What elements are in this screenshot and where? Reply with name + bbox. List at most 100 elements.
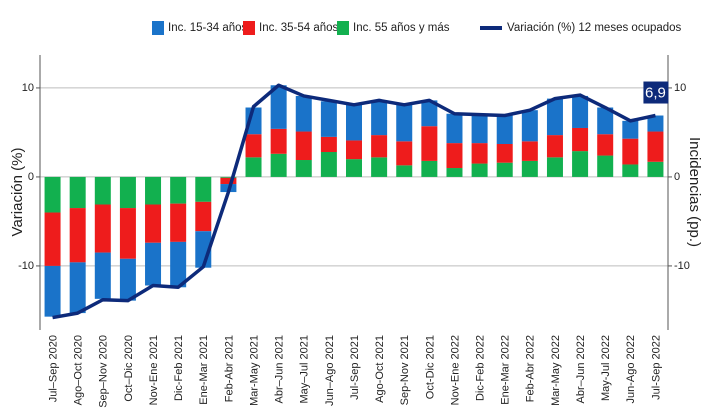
- bar-segment: [421, 100, 438, 127]
- x-tick-label: Abr–Jun 2022: [575, 335, 587, 404]
- bar-segment: [546, 98, 563, 136]
- bar-segment: [145, 204, 162, 243]
- bar-segment: [471, 163, 488, 177]
- x-tick-label: Ago-Oct 2021: [374, 335, 386, 403]
- bar-segment: [496, 115, 513, 144]
- y-tick-label: 0: [28, 171, 34, 183]
- x-tick-label: Nov-Ene 2022: [449, 335, 461, 405]
- bar-segment: [396, 104, 413, 142]
- bar-segment: [521, 160, 538, 177]
- y2-tick-label: 10: [674, 82, 686, 94]
- bar-segment: [622, 164, 639, 177]
- bar-segment: [597, 107, 614, 135]
- bar-segment: [496, 143, 513, 163]
- bar-segment: [521, 141, 538, 161]
- bar-segment: [647, 161, 664, 177]
- bar-segment: [320, 101, 337, 137]
- x-tick-label: Ene-Mar 2022: [500, 335, 512, 405]
- x-tick-label: Sep-Nov 2021: [399, 335, 411, 405]
- bar-segment: [446, 143, 463, 169]
- bar-segment: [546, 135, 563, 158]
- bar-segment: [371, 157, 388, 177]
- bar-segment: [119, 208, 136, 259]
- x-tick-label: May-Jul 2022: [600, 335, 612, 401]
- bar-segment: [446, 168, 463, 177]
- bar-segment: [471, 114, 488, 144]
- bar-segment: [496, 162, 513, 177]
- legend-label: Inc. 35-54 años: [259, 22, 339, 34]
- bar-segment: [270, 85, 287, 129]
- bar-segment: [170, 176, 187, 204]
- bar-segment: [220, 177, 237, 185]
- bar-segment: [69, 176, 86, 209]
- x-tick-label: Oct–Dic 2020: [123, 335, 135, 402]
- bar-segment: [170, 241, 187, 288]
- x-tick-label: Dic-Feb 2022: [475, 335, 487, 401]
- bar-segment: [69, 208, 86, 263]
- y2-tick-label: -10: [674, 260, 690, 272]
- x-tick-label: Jul-Sep 2022: [650, 335, 662, 400]
- x-tick-label: Oct-Dic 2021: [424, 335, 436, 399]
- bar-segment: [270, 128, 287, 154]
- bar-segment: [622, 138, 639, 165]
- x-tick-label: Mar-May 2022: [550, 335, 562, 406]
- bar-segment: [622, 120, 639, 139]
- bar-segment: [119, 176, 136, 209]
- bar-segment: [446, 113, 463, 144]
- bar-segment: [647, 131, 664, 162]
- x-tick-label: Ene-Mar 2021: [198, 335, 210, 405]
- x-tick-label: Feb-Abr 2021: [223, 335, 235, 402]
- bar-segment: [346, 104, 362, 141]
- bar-segment: [145, 242, 162, 286]
- y2-axis-title: Incidencias (pp.): [686, 137, 703, 247]
- bar-segment: [170, 203, 187, 242]
- bar-segment: [521, 110, 538, 142]
- bar-segment: [572, 95, 589, 128]
- x-tick-label: Nov-Ene 2021: [148, 335, 160, 405]
- y-axis-title: Variación (%): [9, 148, 26, 237]
- bar-segment: [245, 134, 262, 158]
- legend-label: Inc. 15-34 años: [168, 22, 248, 34]
- bar-segment: [471, 143, 488, 164]
- bar-segment: [119, 258, 136, 301]
- bar-segment: [371, 100, 388, 136]
- x-tick-label: Dic-Feb 2021: [173, 335, 185, 401]
- bar-segment: [145, 176, 162, 205]
- bar-segment: [421, 160, 438, 177]
- bar-segment: [94, 204, 111, 253]
- bar-segment: [195, 176, 212, 202]
- bar-segment: [44, 212, 61, 266]
- bar-segment: [195, 201, 212, 232]
- y2-tick-label: 0: [674, 171, 680, 183]
- bar-segment: [371, 135, 388, 158]
- legend-swatch: [152, 21, 164, 35]
- bar-segment: [69, 262, 86, 314]
- bar-segment: [572, 127, 589, 152]
- bar-segment: [295, 95, 312, 132]
- bar-segment: [320, 152, 337, 177]
- bar-segment: [597, 155, 614, 177]
- bar-segment: [44, 265, 61, 317]
- bar-segment: [295, 160, 312, 177]
- value-label-box: [643, 81, 669, 104]
- x-tick-label: Sep–Nov 2020: [98, 335, 110, 408]
- legend-swatch: [337, 21, 349, 35]
- x-tick-label: Jul–Sep 2020: [47, 335, 59, 402]
- bar-segment: [346, 140, 362, 160]
- x-tick-label: May–Jul 2021: [299, 335, 311, 404]
- bar-segment: [220, 176, 237, 178]
- value-label: 6,9: [645, 84, 666, 101]
- x-tick-label: Abr–Jun 2021: [274, 335, 286, 404]
- x-tick-label: Ago–Oct 2020: [73, 335, 85, 405]
- y-tick-label: -10: [18, 260, 34, 272]
- bar-segment: [396, 141, 413, 166]
- x-tick-label: Feb-Abr 2022: [525, 335, 537, 402]
- legend-label: Inc. 55 años y más: [353, 22, 450, 34]
- legend-label: Variación (%) 12 meses ocupados: [507, 22, 682, 34]
- x-tick-label: Jul-Sep 2021: [349, 335, 361, 400]
- bar-segment: [320, 136, 337, 153]
- bar-segment: [647, 115, 664, 132]
- bar-segment: [94, 176, 111, 205]
- bar-segment: [270, 153, 287, 177]
